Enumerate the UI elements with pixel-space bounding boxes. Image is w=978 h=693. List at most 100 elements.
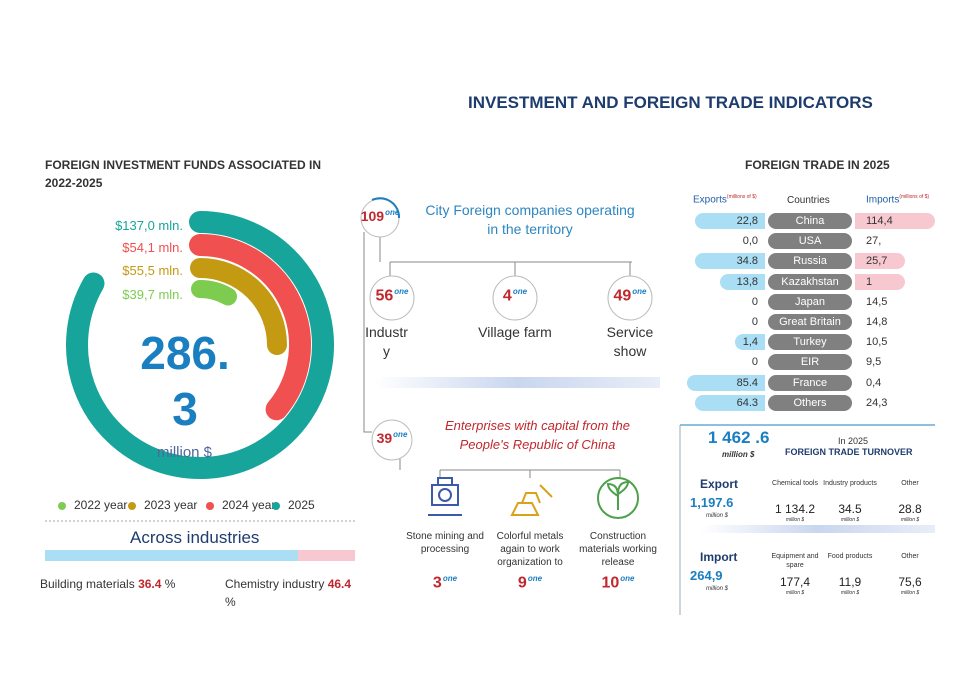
icon-metals [510, 484, 553, 516]
unit: one [442, 574, 458, 583]
turnover-total: 1 462 .6 [708, 428, 770, 447]
group-label: Industry [365, 324, 408, 359]
import-value: 14,5 [866, 295, 888, 308]
item-unit: million $ [785, 517, 805, 523]
exports-header-label: Exports [693, 194, 727, 206]
legend-dot [272, 502, 280, 510]
group-label: Stone mining and processing [406, 531, 484, 555]
section-title: FOREIGN INVESTMENT FUNDS ASSOCIATED IN 2… [45, 158, 322, 190]
item-unit: million $ [900, 517, 920, 523]
country-pill [768, 253, 852, 270]
flow-label: Export [700, 477, 739, 491]
group-label: Construction materials working release [579, 531, 657, 568]
icon-construction [597, 477, 639, 519]
export-value: 22,8 [736, 215, 758, 227]
ring-arc [191, 280, 237, 306]
ring-arc [66, 211, 334, 479]
legend-dot [128, 502, 136, 510]
export-value: 34.8 [736, 255, 758, 268]
turnover-year: In 2025 [838, 436, 869, 446]
ring-arc [190, 258, 287, 355]
count: 9one [508, 574, 552, 592]
legend-label: 2024 year [222, 498, 276, 512]
export-value: 0 [751, 356, 758, 369]
unit: one [632, 287, 647, 296]
country: Russia [793, 255, 827, 268]
country-pill [768, 354, 852, 371]
accent [371, 197, 401, 219]
china-title: Enterprises with capital from the People… [445, 418, 630, 452]
import-bar [855, 213, 935, 229]
item-unit: million $ [785, 590, 805, 596]
import-value: 24,3 [866, 396, 888, 409]
ring-label: $39,7 mln. [122, 287, 183, 302]
country-pill [768, 293, 852, 310]
item-name: Industry products [823, 480, 877, 487]
export-bar [720, 273, 765, 290]
count-value: 4 [502, 287, 512, 305]
group-label: Colorful metals again to work organizati… [496, 531, 564, 568]
export-value: 64.3 [736, 396, 758, 409]
item-value: 177,4 [779, 575, 811, 589]
country-pill [768, 394, 852, 411]
ring-arc [189, 234, 311, 421]
item-value: 1 134.2 [774, 502, 816, 516]
item-unit: million $ [840, 590, 860, 596]
group-label: Village farm [478, 324, 552, 340]
item-name: Equipment and spare [771, 553, 819, 569]
export-bar [735, 334, 765, 351]
item-name: Other [901, 553, 919, 560]
flow-unit: million $ [706, 586, 729, 592]
industry-unit: % [225, 595, 236, 609]
industry-value: 46.4 [327, 577, 352, 591]
exports-header-unit: (millions of $) [726, 194, 757, 200]
imports-header-unit: (millions of $) [899, 194, 930, 200]
import-bar [855, 253, 905, 270]
country: Japan [795, 295, 825, 308]
section-title: FOREIGN TRADE IN 2025 [745, 158, 890, 172]
count: 4one [493, 287, 537, 305]
item-name: Chemical tools [772, 480, 818, 487]
unit: one [394, 287, 409, 296]
count: 39one [370, 430, 414, 446]
export-value: 0 [751, 316, 758, 328]
turnover-unit: million $ [722, 450, 755, 459]
count-value: 109 [360, 208, 385, 224]
country: Turkey [793, 336, 827, 349]
legend-dot [58, 502, 66, 510]
country-pill [768, 374, 852, 391]
export-bar [687, 374, 765, 391]
unit: one [620, 574, 635, 583]
import-value: 1 [866, 275, 873, 288]
country: Others [793, 396, 827, 409]
country-pill [768, 213, 852, 229]
count-value: 39 [376, 430, 393, 446]
industry-name: Building materials [40, 577, 135, 591]
country: China [795, 215, 825, 227]
group-label: Service show [606, 324, 654, 359]
industry-name: Chemistry industry [225, 577, 325, 591]
count-value: 3 [432, 574, 442, 592]
total-value: 286.3 [140, 327, 230, 435]
count: 109one [358, 208, 402, 224]
export-bar [695, 394, 765, 411]
import-value: 14,8 [866, 316, 888, 328]
item-value: 75,6 [898, 575, 922, 589]
ring-label: $55,5 mln. [122, 263, 183, 278]
industry-bar [45, 550, 298, 561]
import-value: 9,5 [866, 356, 882, 369]
count-value: 56 [375, 287, 394, 305]
export-value: 85.4 [736, 376, 758, 389]
country-pill [768, 273, 852, 290]
count: 56one [370, 287, 414, 305]
export-bar [695, 253, 765, 270]
export-value: 13,8 [736, 275, 758, 288]
industry-bar [298, 550, 355, 561]
country: Great Britain [779, 316, 841, 328]
count: 49one [608, 287, 652, 305]
imports-header-label: Imports [866, 194, 900, 206]
band [700, 525, 935, 533]
country: France [792, 376, 828, 389]
